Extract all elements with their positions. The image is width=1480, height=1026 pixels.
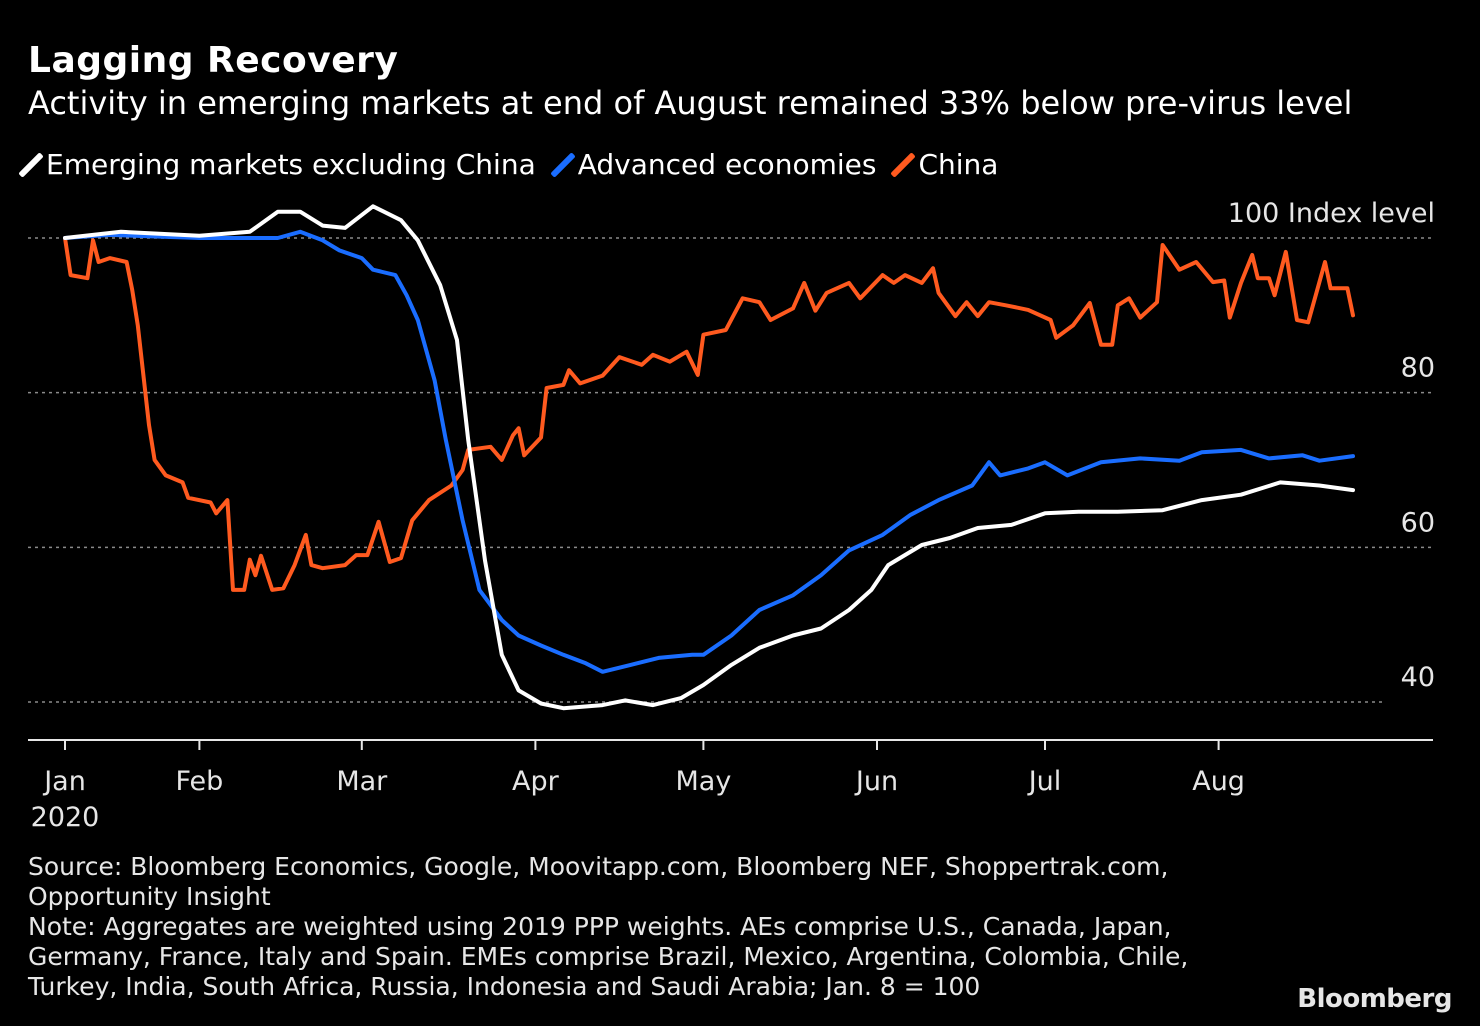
x-tick-label-may: May [675,766,731,797]
note-line-2: Germany, France, Italy and Spain. EMEs c… [28,942,1189,971]
x-tick-label-aug: Aug [1192,766,1245,797]
legend-item-emerging: Emerging markets excluding China [18,148,536,181]
x-tick-label-jul: Jul [1027,766,1062,797]
y-tick-label-60: 60 [1401,507,1435,538]
x-tick-label-jan: Jan [42,766,86,797]
bloomberg-logo: Bloomberg [1297,984,1452,1014]
legend-label-china: China [918,148,999,181]
legend-item-china: China [890,148,999,181]
chart-title: Lagging Recovery [28,40,399,81]
note-line-1: Note: Aggregates are weighted using 2019… [28,912,1172,941]
source-line-2: Opportunity Insight [28,882,271,911]
x-tick-sublabel-year: 2020 [31,802,100,833]
chart-subtitle: Activity in emerging markets at end of A… [28,84,1353,122]
series-line-china [63,236,1355,592]
legend: Emerging markets excluding China Advance… [18,148,999,181]
y-tick-label-100: 100 Index level [1228,198,1435,229]
y-tick-label-40: 40 [1401,662,1435,693]
x-tick-label-feb: Feb [175,766,223,797]
x-tick-label-apr: Apr [512,766,560,797]
legend-label-advanced: Advanced economies [577,148,877,181]
legend-label-emerging: Emerging markets excluding China [46,148,536,181]
x-tick-label-jun: Jun [854,766,898,797]
x-tick-label-mar: Mar [336,766,388,797]
y-tick-label-80: 80 [1401,353,1435,384]
note-line-3: Turkey, India, South Africa, Russia, Ind… [28,972,981,1001]
series-line-emerging-markets-excluding-china [63,204,1355,711]
notes: Source: Bloomberg Economics, Google, Moo… [28,852,1188,1002]
series-line-advanced-economies [63,229,1355,674]
legend-item-advanced: Advanced economies [550,148,877,181]
source-line-1: Source: Bloomberg Economics, Google, Moo… [28,852,1169,881]
